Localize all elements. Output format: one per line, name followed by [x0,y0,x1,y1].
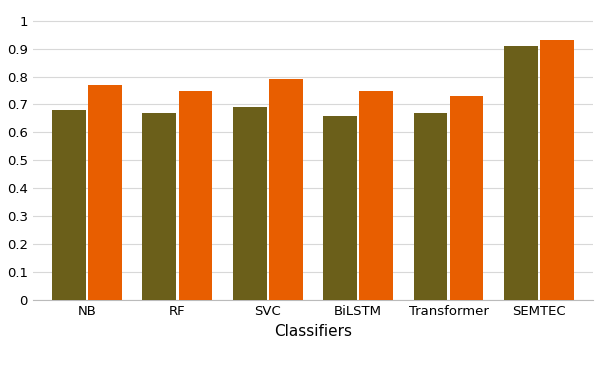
Bar [52,110,86,300]
Bar [540,40,574,300]
Bar [233,107,266,300]
Bar [323,116,357,300]
Bar [269,79,302,300]
X-axis label: Classifiers: Classifiers [274,324,352,339]
Bar [359,91,393,300]
Bar [179,91,212,300]
Bar [449,96,484,300]
Bar [88,85,122,300]
Bar [413,113,447,300]
Bar [504,46,538,300]
Legend: Rumor, Non-rumor: Rumor, Non-rumor [225,379,401,384]
Bar [142,113,176,300]
